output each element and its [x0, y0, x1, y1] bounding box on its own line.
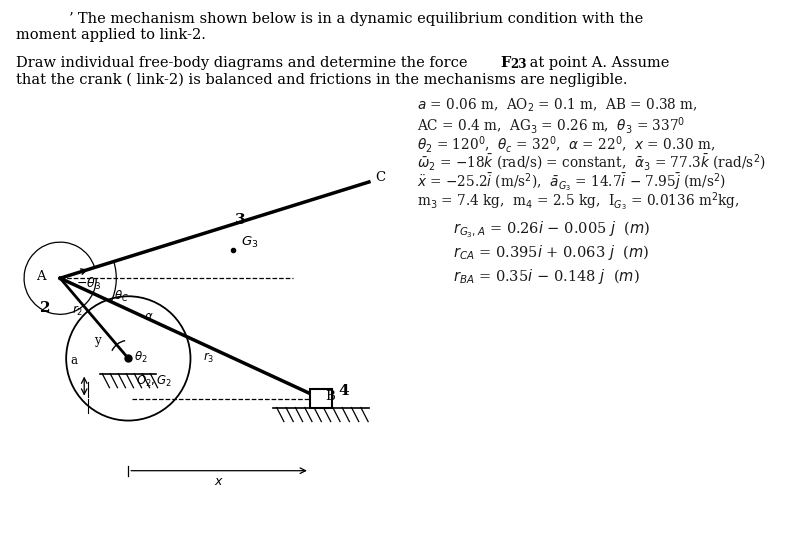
- Text: $O_2,G_2$: $O_2,G_2$: [136, 373, 172, 388]
- Text: C: C: [375, 172, 385, 185]
- Text: moment applied to link-2.: moment applied to link-2.: [16, 28, 206, 42]
- Text: that the crank ( link-2) is balanced and frictions in the mechanisms are negligi: that the crank ( link-2) is balanced and…: [16, 72, 627, 87]
- Text: $r_{G_3,A}$ = 0.26$i$ $-$ 0.005 $j$  ($m$): $r_{G_3,A}$ = 0.26$i$ $-$ 0.005 $j$ ($m$…: [453, 219, 650, 240]
- Text: $r_2$: $r_2$: [72, 304, 83, 318]
- Text: at point A. Assume: at point A. Assume: [525, 56, 670, 70]
- Text: AC = 0.4 m,  AG$_3$ = 0.26 m,  $\theta_3$ = 337$^0$: AC = 0.4 m, AG$_3$ = 0.26 m, $\theta_3$ …: [417, 115, 686, 136]
- Text: $\ddot{x}$ = $-$25.2$\bar{i}$ (m/s$^2$),  $\bar{a}_{G_3}$ = 14.7$\bar{i}$ $-$ 7.: $\ddot{x}$ = $-$25.2$\bar{i}$ (m/s$^2$),…: [417, 171, 726, 193]
- Text: $\theta_C$: $\theta_C$: [115, 289, 129, 304]
- Text: $\alpha$: $\alpha$: [144, 310, 154, 323]
- Bar: [310, 389, 332, 408]
- Text: $x$: $x$: [214, 475, 224, 488]
- Text: $\theta_2$: $\theta_2$: [135, 349, 148, 364]
- Text: $r_{CA}$ = 0.395$i$ + 0.063 $j$  ($m$): $r_{CA}$ = 0.395$i$ + 0.063 $j$ ($m$): [453, 243, 650, 263]
- Text: m$_3$ = 7.4 kg,  m$_4$ = 2.5 kg,  I$_{G_3}$ = 0.0136 m$^2$kg,: m$_3$ = 7.4 kg, m$_4$ = 2.5 kg, I$_{G_3}…: [417, 190, 739, 212]
- Text: ʼ The mechanism shown below is in a dynamic equilibrium condition with the: ʼ The mechanism shown below is in a dyna…: [64, 12, 643, 26]
- Text: $r_{BA}$ = 0.35$i$ $-$ 0.148 $j$  ($m$): $r_{BA}$ = 0.35$i$ $-$ 0.148 $j$ ($m$): [453, 268, 640, 287]
- Text: F: F: [500, 56, 511, 70]
- Text: $r_3$: $r_3$: [202, 350, 214, 364]
- Text: $a$ = 0.06 m,  AO$_2$ = 0.1 m,  AB = 0.38 m,: $a$ = 0.06 m, AO$_2$ = 0.1 m, AB = 0.38 …: [417, 96, 698, 114]
- Text: 4: 4: [338, 384, 350, 398]
- Text: $\theta_2$ = 120$^0$,  $\theta_c$ = 32$^0$,  $\alpha$ = 22$^0$,  $x$ = 0.30 m,: $\theta_2$ = 120$^0$, $\theta_c$ = 32$^0…: [417, 134, 715, 155]
- Text: $\bar{\omega}_2$ = $-$18$\bar{k}$ (rad/s) = constant,  $\bar{\alpha}_3$ = 77.3$\: $\bar{\omega}_2$ = $-$18$\bar{k}$ (rad/s…: [417, 152, 766, 172]
- Text: a: a: [71, 354, 77, 368]
- Text: 23: 23: [510, 58, 527, 71]
- Text: $G_3$: $G_3$: [241, 235, 259, 250]
- Text: 2: 2: [40, 301, 51, 315]
- Text: y: y: [95, 334, 101, 347]
- Text: B: B: [325, 390, 334, 403]
- Text: Draw individual free-body diagrams and determine the force: Draw individual free-body diagrams and d…: [16, 56, 472, 70]
- Text: A: A: [36, 270, 46, 282]
- Text: $-\theta_3$: $-\theta_3$: [76, 276, 101, 292]
- Text: 3: 3: [234, 213, 245, 227]
